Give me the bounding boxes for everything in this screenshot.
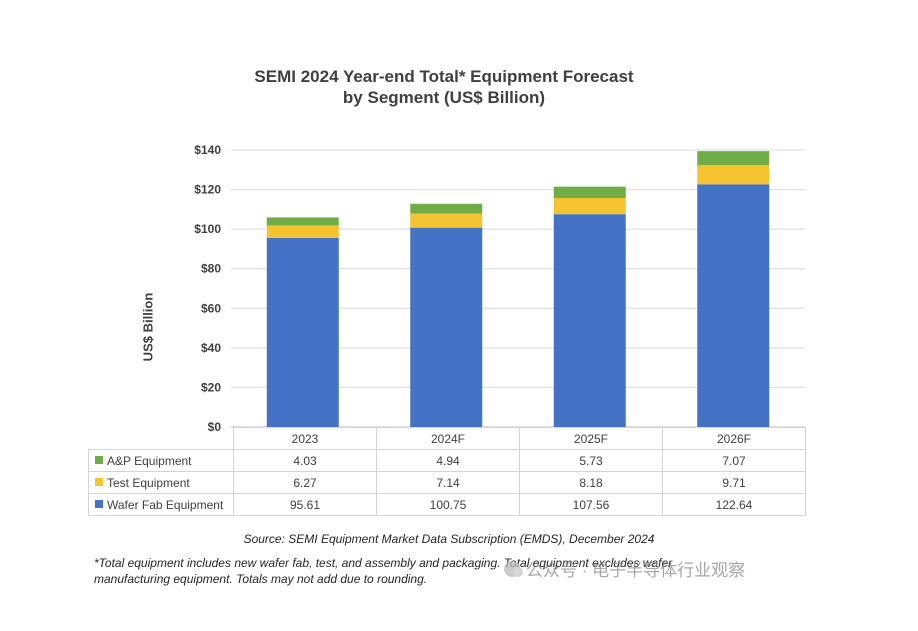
data-table: 2023 2024F 2025F 2026F A&P Equipment 4.0…: [88, 427, 806, 516]
y-axis-ticks: $0 $20 $40 $60 $80 $100 $120 $140: [194, 143, 221, 434]
y-tick-label: $0: [208, 420, 222, 434]
table-header-cell: 2026F: [662, 427, 806, 450]
legend-label: Wafer Fab Equipment: [107, 497, 224, 512]
source-note: Source: SEMI Equipment Market Data Subsc…: [243, 532, 655, 546]
table-header-row: 2023 2024F 2025F 2026F: [89, 427, 806, 450]
y-tick-label: $100: [194, 222, 221, 236]
legend-entry: Test Equipment: [88, 471, 234, 494]
table-cell: 7.07: [662, 449, 806, 472]
table-cell: 4.94: [376, 449, 520, 472]
table-cell: 122.64: [662, 493, 806, 516]
bar-ap: [266, 217, 339, 226]
legend-label: A&P Equipment: [107, 453, 192, 468]
table-cell: 95.61: [233, 493, 377, 516]
table-corner: [89, 428, 234, 450]
table-cell: 9.71: [662, 471, 806, 494]
y-tick-label: $40: [201, 341, 221, 355]
table-row: Wafer Fab Equipment 95.61 100.75 107.56 …: [88, 493, 806, 516]
table-cell: 4.03: [233, 449, 377, 472]
bar-ap: [553, 186, 626, 199]
table-cell: 107.56: [519, 493, 663, 516]
legend-entry: A&P Equipment: [88, 449, 234, 472]
chart-subtitle-line: by Segment (US$ Billion): [342, 88, 546, 107]
legend-label: Test Equipment: [107, 475, 190, 490]
table-cell: 8.18: [519, 471, 663, 494]
bar-wafer-fab: [410, 227, 483, 427]
legend-entry: Wafer Fab Equipment: [88, 493, 234, 516]
watermark-text: 公众号 · 电子半导体行业观察: [526, 561, 746, 580]
legend-swatch-ap: [95, 456, 103, 465]
bar-wafer-fab: [553, 214, 626, 427]
y-tick-label: $20: [201, 380, 221, 394]
bar-wafer-fab: [266, 237, 339, 427]
bar-test: [410, 213, 483, 228]
y-tick-label: $60: [201, 301, 221, 315]
table-header-cell: 2024F: [376, 427, 520, 450]
chart-plot-area: $0 $20 $40 $60 $80 $100 $120 $140: [194, 143, 805, 434]
watermark: 公众号 · 电子半导体行业观察: [504, 556, 745, 581]
chart-title-line: SEMI 2024 Year-end Total* Equipment Fore…: [254, 67, 634, 86]
bar-ap: [410, 203, 483, 214]
y-tick-label: $80: [201, 262, 221, 276]
y-tick-label: $140: [194, 143, 221, 157]
table-cell: 7.14: [376, 471, 520, 494]
bars: [266, 151, 770, 427]
table-cell: 6.27: [233, 471, 377, 494]
table-header-cell: 2023: [233, 427, 377, 450]
table-header-cell: 2025F: [519, 427, 663, 450]
table-row: A&P Equipment 4.03 4.94 5.73 7.07: [88, 449, 806, 472]
bar-test: [553, 198, 626, 215]
bar-ap: [697, 151, 770, 166]
footnote: *Total equipment includes new wafer fab,…: [94, 556, 673, 586]
table-row: Test Equipment 6.27 7.14 8.18 9.71: [88, 471, 806, 494]
bar-wafer-fab: [697, 184, 770, 427]
legend-swatch-wfe: [95, 500, 103, 509]
table-cell: 100.75: [376, 493, 520, 516]
bar-test: [266, 225, 339, 238]
chart-title: SEMI 2024 Year-end Total* Equipment Fore…: [0, 66, 888, 108]
wechat-icon: [504, 560, 523, 577]
bar-test: [697, 165, 770, 185]
table-cell: 5.73: [519, 449, 663, 472]
y-tick-label: $120: [194, 183, 221, 197]
legend-swatch-test: [95, 478, 103, 487]
